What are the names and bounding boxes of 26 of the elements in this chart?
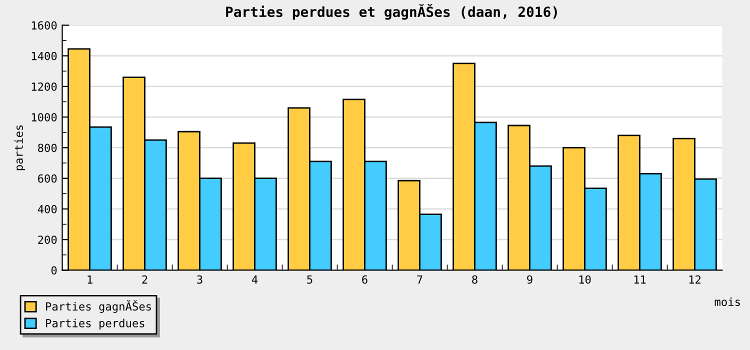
x-tick-label: 11 — [634, 275, 646, 284]
legend-label: Parties perdues — [46, 318, 144, 330]
x-tick-label: 7 — [417, 275, 422, 284]
y-tick-label: 600 — [38, 174, 57, 183]
y-tick-label: 200 — [38, 236, 57, 244]
x-tick-label: 10 — [579, 275, 591, 284]
x-tick-label: 3 — [197, 275, 202, 284]
x-tick-label: 1 — [88, 275, 92, 284]
y-tick-label: 400 — [38, 204, 57, 214]
chart-title: Parties perdues et gagnĂŠes (daan, 2016) — [226, 4, 557, 20]
y-tick-label: 1400 — [32, 52, 57, 60]
x-tick-label: 2 — [142, 275, 148, 284]
y-axis-title: parties — [14, 125, 26, 170]
y-tick-label: 800 — [38, 144, 57, 152]
x-tick-label: 4 — [252, 275, 258, 284]
x-tick-label: 9 — [527, 275, 532, 284]
y-tick-label: 0 — [51, 266, 57, 275]
x-tick-label: 12 — [689, 275, 700, 284]
y-tick-label: 1600 — [32, 21, 57, 30]
y-tick-label: 1200 — [32, 82, 57, 91]
x-tick-label: 8 — [472, 275, 478, 284]
legend-label: Parties gagnĂŠes — [46, 300, 151, 313]
y-tick-label: 1000 — [32, 113, 57, 122]
x-tick-label: 6 — [362, 275, 368, 284]
x-axis-title: mois — [714, 297, 740, 306]
x-tick-label: 5 — [307, 275, 312, 284]
